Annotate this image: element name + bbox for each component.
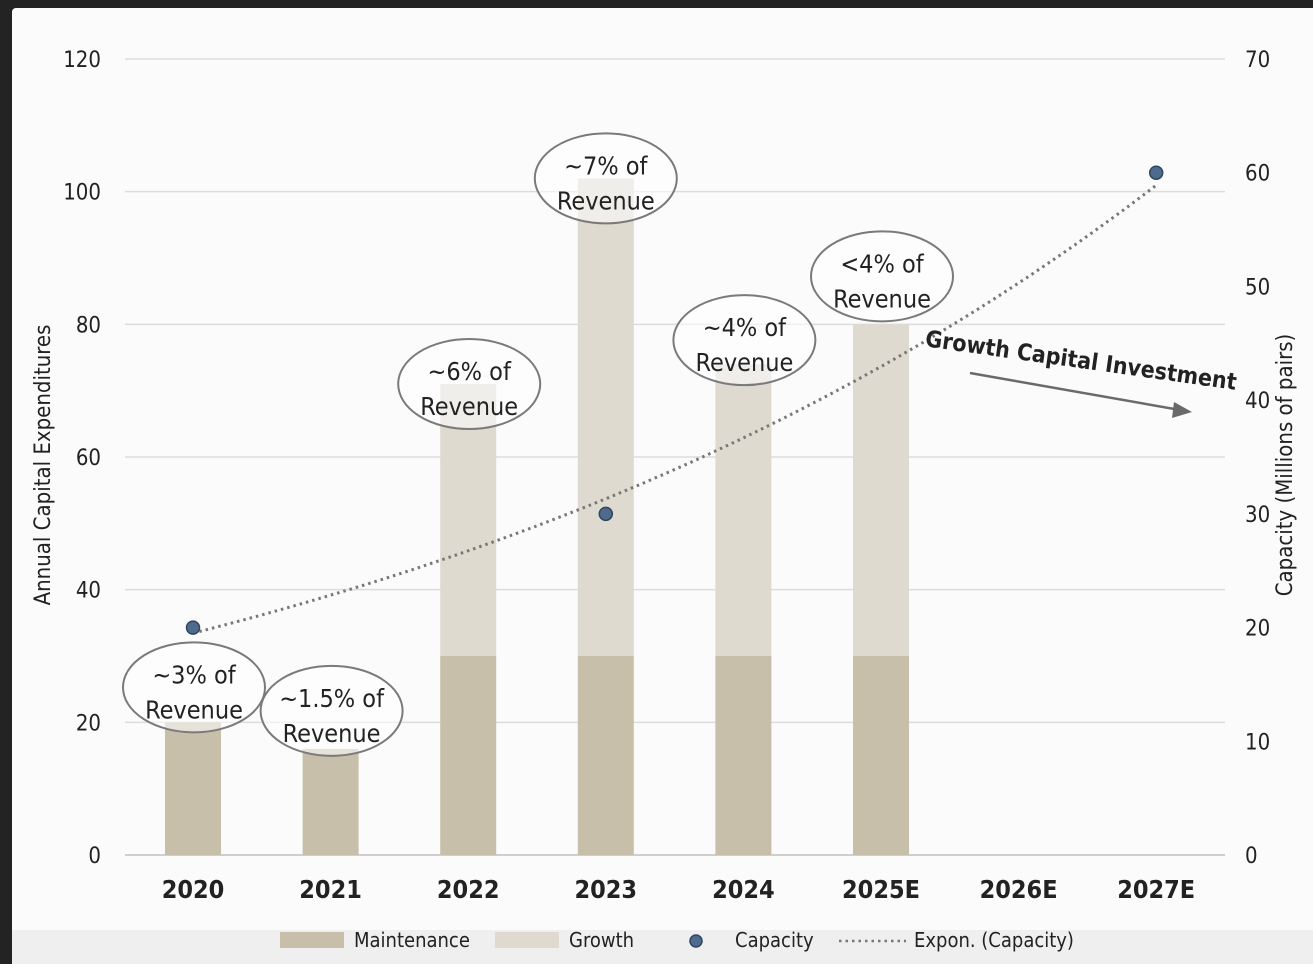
capacity-point-2027e	[1148, 165, 1164, 180]
legend-label-trendline: Expon. (Capacity)	[914, 928, 1074, 952]
legend-swatch-maintenance	[280, 932, 344, 948]
growth-arrow-label: Growth Capital Investment	[924, 326, 1239, 395]
bar-growth-2025e	[853, 324, 909, 656]
legend: Maintenance Growth Capacity Expon. (Capacit…	[280, 928, 1074, 952]
callout-line1: ~3% of	[152, 660, 236, 689]
callout-line1: ~4% of	[703, 313, 787, 342]
y-right-tick-label: 40	[1245, 389, 1270, 414]
legend-label-capacity: Capacity	[735, 928, 814, 952]
bar-maintenance-2020	[165, 722, 221, 855]
capacity-trendline	[192, 184, 1158, 635]
bar-maintenance-2022	[440, 656, 497, 855]
bar-maintenance-2021	[302, 748, 359, 855]
callout-ellipse	[122, 641, 266, 734]
x-tick-label: 2025E	[842, 875, 920, 904]
callout-line2: Revenue	[695, 348, 793, 377]
y-tick-label: 100	[63, 181, 101, 206]
callouts: ~3% of Revenue ~1.5% of Revenue ~6% of Revenu…	[122, 132, 954, 757]
x-tick-label: 2021	[299, 875, 362, 904]
callout-line2: Revenue	[283, 719, 381, 748]
y-axis-title: Annual Capital Expenditures	[31, 325, 56, 606]
y-right-tick-label: 0	[1245, 844, 1258, 869]
y-right-tick-label: 60	[1245, 162, 1270, 187]
callout-line2: Revenue	[145, 695, 243, 724]
y-tick-label: 80	[76, 313, 101, 338]
left-axis-ticks: 0 20 40 60 80 100 120	[63, 48, 101, 869]
capacity-point-2020	[185, 620, 201, 635]
callout-ellipse	[259, 664, 404, 757]
x-tick-label: 2023	[574, 875, 637, 904]
y-tick-label: 20	[76, 711, 101, 736]
chart-panel: ~3% of Revenue ~1.5% of Revenue ~6% of Revenu…	[12, 8, 1313, 964]
callout-line1: ~6% of	[428, 357, 512, 386]
x-tick-label: 2027E	[1117, 875, 1195, 904]
callout-ellipse	[810, 230, 954, 323]
growth-arrow-head	[1172, 402, 1192, 418]
y-right-tick-label: 70	[1245, 48, 1270, 73]
callout-line2: Revenue	[833, 284, 931, 313]
legend-swatch-growth	[495, 932, 559, 948]
callout-line1: <4% of	[840, 249, 924, 278]
legend-label-maintenance: Maintenance	[354, 928, 470, 952]
capex-chart: ~3% of Revenue ~1.5% of Revenue ~6% of Revenu…	[12, 48, 1313, 964]
growth-arrow: Growth Capital Investment	[924, 326, 1239, 418]
legend-band	[12, 930, 1313, 964]
legend-label-growth: Growth	[569, 928, 634, 952]
right-axis-ticks: 0 10 20 30 40 50 60 70	[1245, 48, 1270, 869]
capacity-points	[185, 165, 1164, 635]
capacity-point-2023	[598, 506, 614, 522]
y-right-tick-label: 10	[1245, 730, 1270, 755]
trendline	[192, 184, 1158, 635]
x-tick-label: 2020	[162, 875, 225, 904]
bars	[165, 178, 909, 855]
legend-marker-capacity	[689, 934, 703, 948]
bar-growth-2024	[715, 364, 772, 656]
callout-line1: ~7% of	[564, 151, 648, 180]
callout-ellipse	[397, 338, 542, 431]
bar-maintenance-2023	[577, 656, 634, 855]
y-axis-right-title: Capacity (Millions of pairs)	[1273, 334, 1298, 597]
x-tick-label: 2024	[712, 875, 775, 904]
y-tick-label: 120	[63, 48, 101, 73]
growth-arrow-line	[969, 371, 1181, 412]
callout-line2: Revenue	[420, 392, 518, 421]
bar-growth-2023	[577, 178, 634, 656]
callout-ellipse	[533, 132, 678, 225]
y-tick-label: 60	[76, 446, 101, 471]
x-axis-ticks: 2020 2021 2022 2023 2024 2025E 2026E 2027E	[162, 875, 1195, 904]
callout-line2: Revenue	[557, 186, 655, 215]
callout-line1: ~1.5% of	[279, 684, 385, 713]
x-tick-label: 2026E	[980, 875, 1058, 904]
y-right-tick-label: 20	[1245, 617, 1270, 642]
y-right-tick-label: 50	[1245, 275, 1270, 300]
y-tick-label: 40	[76, 579, 101, 604]
x-tick-label: 2022	[437, 875, 500, 904]
y-tick-label: 0	[88, 844, 101, 869]
bar-maintenance-2024	[715, 656, 772, 855]
y-right-tick-label: 30	[1245, 503, 1270, 528]
callout-ellipse	[672, 294, 817, 387]
bar-maintenance-2025e	[853, 656, 909, 855]
